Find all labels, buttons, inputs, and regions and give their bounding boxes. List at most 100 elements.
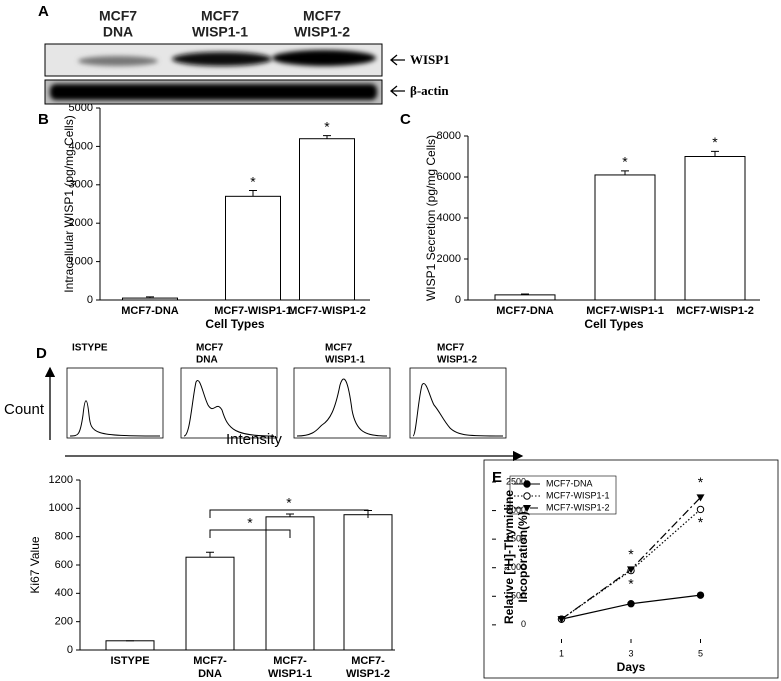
bar [684, 156, 746, 301]
y-tick-label: 1500 [506, 534, 526, 544]
marker [557, 616, 566, 624]
y-tick-label: 1000 [69, 256, 93, 268]
y-tick-label: 2000 [506, 505, 526, 515]
y-axis-label: WISP1 Secretion (pg/mg Cells) [424, 135, 438, 301]
legend-label: MCF7-DNA [546, 478, 593, 488]
bar [225, 195, 281, 301]
x-tick-label: MCF7-DNA [121, 305, 178, 317]
bar [105, 640, 155, 651]
y-tick-label: 1000 [506, 562, 526, 572]
bar [265, 516, 315, 651]
y-tick-label: 200 [55, 616, 73, 628]
error-bar [286, 513, 294, 517]
panel-label: A [38, 3, 49, 20]
significance: * [698, 514, 704, 530]
y-axis-label: Ki67 Value [28, 536, 42, 593]
x-axis-label: Cell Types [205, 317, 264, 331]
comparison-bracket [209, 509, 369, 518]
flow-ylabel: Count [4, 401, 45, 418]
y-tick-label: 5000 [69, 102, 93, 114]
x-tick-label: ISTYPE [110, 655, 149, 667]
error-bar [323, 135, 331, 139]
x-tick-label: 5 [698, 648, 703, 658]
significance: * [286, 495, 292, 511]
significance: * [247, 515, 253, 531]
y-tick-label: 4000 [437, 212, 461, 224]
marker [627, 566, 635, 574]
bar [343, 514, 393, 651]
panel-frame [483, 459, 779, 679]
flow-label: MCF7 [437, 343, 465, 354]
panel-label: D [36, 345, 47, 362]
x-axis-label: Days [617, 660, 646, 674]
panel-label: B [38, 111, 49, 128]
significance: * [250, 173, 256, 189]
y-axis-label: Incoporation(%) [516, 511, 530, 602]
legend-frame [509, 475, 617, 515]
legend-marker [523, 505, 531, 512]
bar [122, 297, 178, 301]
legend-marker [523, 480, 531, 488]
marker [696, 591, 705, 599]
y-tick-label: 2000 [69, 217, 93, 229]
y-tick-label: 0 [455, 294, 461, 306]
x-tick-label: DNA [198, 668, 222, 680]
bar [299, 138, 355, 301]
flow-label: MCF7 [325, 343, 353, 354]
y-tick-label: 1000 [49, 502, 73, 514]
flow-label: WISP1-1 [325, 355, 365, 366]
y-tick-label: 3000 [69, 179, 93, 191]
flow-label: MCF7 [196, 343, 224, 354]
x-tick-label: MCF7- [351, 655, 385, 667]
band-label: WISP1 [410, 52, 450, 67]
significance: * [622, 154, 628, 170]
legend-label: MCF7-WISP1-2 [546, 502, 610, 512]
x-tick-label: MCF7- [273, 655, 307, 667]
flow-label: DNA [196, 355, 218, 366]
significance: * [324, 118, 330, 134]
y-tick-label: 0 [87, 294, 93, 306]
lane-label: DNA [103, 24, 133, 40]
x-tick-label: 3 [628, 648, 633, 658]
error-bar [206, 551, 214, 558]
lane-label: MCF7 [99, 8, 137, 24]
y-axis-label: Intracellular WISP1 (pg/mg Cells) [62, 115, 76, 292]
y-tick-label: 600 [55, 559, 73, 571]
y-tick-label: 2500 [506, 476, 526, 486]
lane-label: MCF7 [303, 8, 341, 24]
y-tick-label: 6000 [437, 171, 461, 183]
blot [44, 43, 405, 105]
y-tick-label: 8000 [437, 130, 461, 142]
x-tick-label: MCF7-WISP1-2 [676, 305, 754, 317]
legend-label: MCF7-WISP1-1 [546, 490, 610, 500]
significance: * [698, 474, 704, 490]
flow-label: WISP1-2 [437, 355, 477, 366]
error-bar [621, 170, 629, 175]
y-tick-label: 2000 [437, 253, 461, 265]
x-axis-label: Cell Types [584, 317, 643, 331]
comparison-bracket [209, 529, 291, 538]
y-tick-label: 500 [511, 591, 526, 601]
x-tick-label: MCF7-WISP1-1 [214, 305, 292, 317]
y-tick-label: 400 [55, 587, 73, 599]
significance: * [712, 134, 718, 150]
error-bar [249, 190, 257, 197]
panel-label: E [492, 469, 502, 486]
x-tick-label: MCF7-WISP1-2 [288, 305, 366, 317]
x-tick-label: MCF7-DNA [496, 305, 553, 317]
bar [594, 174, 656, 301]
y-axis-label: Relative [³H]-Thymidine [502, 490, 516, 624]
marker [627, 600, 635, 608]
x-tick-label: 1 [559, 648, 564, 658]
lane-label: WISP1-1 [192, 24, 248, 40]
y-tick-label: 0 [67, 644, 73, 656]
marker [696, 505, 705, 514]
x-tick-label: MCF7-WISP1-1 [586, 305, 664, 317]
error-bar [146, 296, 154, 299]
significance: * [628, 546, 634, 562]
bar [494, 294, 556, 301]
significance: * [628, 575, 634, 591]
x-tick-label: WISP1-2 [346, 668, 390, 680]
marker [696, 494, 705, 502]
